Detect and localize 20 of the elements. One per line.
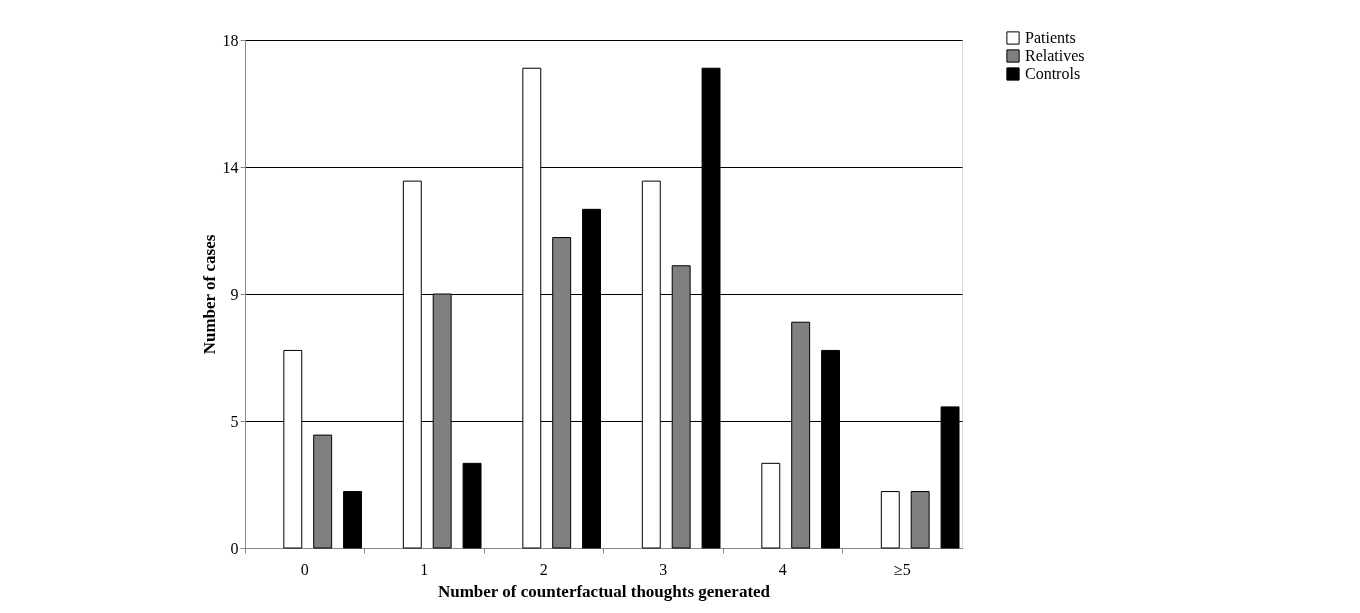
x-tick-label: ≥5 (893, 560, 911, 578)
x-axis-title: Number of counterfactual thoughts generated (437, 581, 771, 601)
y-tick-label: 0 (230, 539, 239, 557)
y-tick-label: 5 (230, 412, 239, 430)
x-tick-label: 3 (659, 560, 668, 578)
legend-label: Relatives (1025, 47, 1085, 64)
bar (880, 491, 900, 549)
y-tick-label: 9 (230, 285, 239, 303)
y-tick-label: 18 (222, 31, 239, 49)
y-tick-label: 14 (222, 158, 239, 176)
y-axis-title: Number of cases (199, 234, 219, 355)
legend-label: Patients (1025, 29, 1076, 46)
bar (462, 462, 482, 549)
bar (343, 491, 363, 549)
legend-label: Controls (1025, 65, 1081, 82)
x-tick-label: 1 (420, 560, 429, 578)
bar (761, 462, 781, 549)
x-tick-label: 2 (539, 560, 548, 578)
x-tick-label: 0 (300, 560, 309, 578)
x-tick-label: 4 (778, 560, 787, 578)
